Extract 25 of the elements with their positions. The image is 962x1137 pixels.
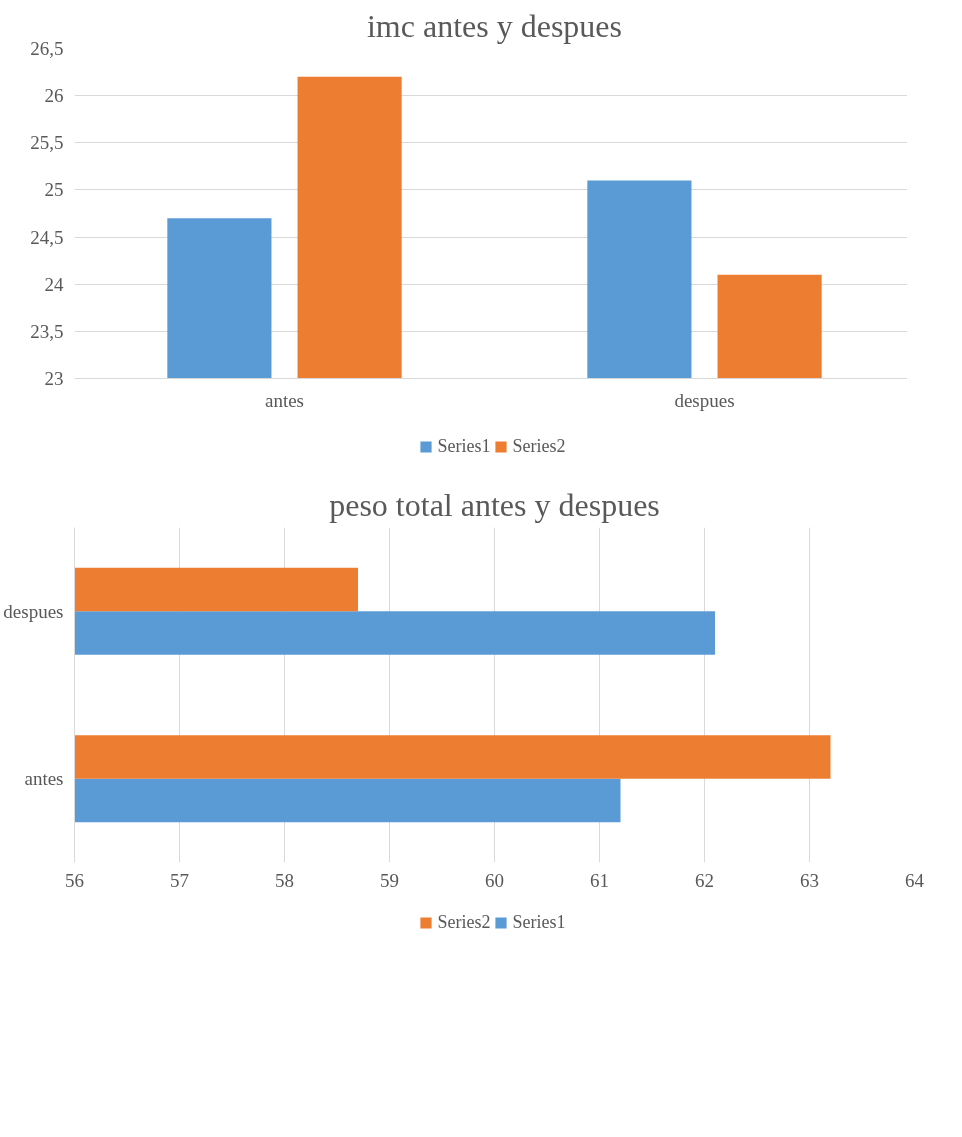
legend-label: Series1: [512, 911, 566, 933]
y-tick-label: 23,5: [30, 320, 64, 342]
legend-label: Series2: [512, 435, 566, 457]
chart-title: peso total antes y despues: [329, 486, 660, 523]
x-tick-label: 64: [905, 869, 925, 891]
y-tick-label: 23: [44, 368, 64, 389]
legend-label: Series2: [437, 911, 491, 933]
x-tick-label: 61: [590, 869, 609, 891]
chart-title: imc antes y despues: [366, 7, 623, 44]
x-tick-label: 59: [380, 869, 399, 891]
y-tick-label: despues: [3, 600, 64, 622]
x-tick-label: 57: [170, 869, 189, 891]
y-tick-label: 26,5: [30, 38, 64, 59]
y-tick-label: 26: [44, 85, 64, 107]
y-tick-label: 25: [44, 179, 64, 201]
y-tick-label: antes: [24, 768, 64, 790]
x-tick-label: 56: [65, 869, 84, 891]
x-tick-label: 60: [485, 869, 504, 891]
x-tick-label: 62: [695, 869, 714, 891]
y-tick-label: 25,5: [30, 132, 64, 154]
x-tick-label: 58: [275, 869, 294, 891]
legend-label: Series1: [437, 435, 491, 457]
y-tick-label: 24,5: [30, 226, 64, 248]
y-tick-label: 24: [44, 273, 64, 295]
x-tick-label: 63: [800, 869, 819, 891]
